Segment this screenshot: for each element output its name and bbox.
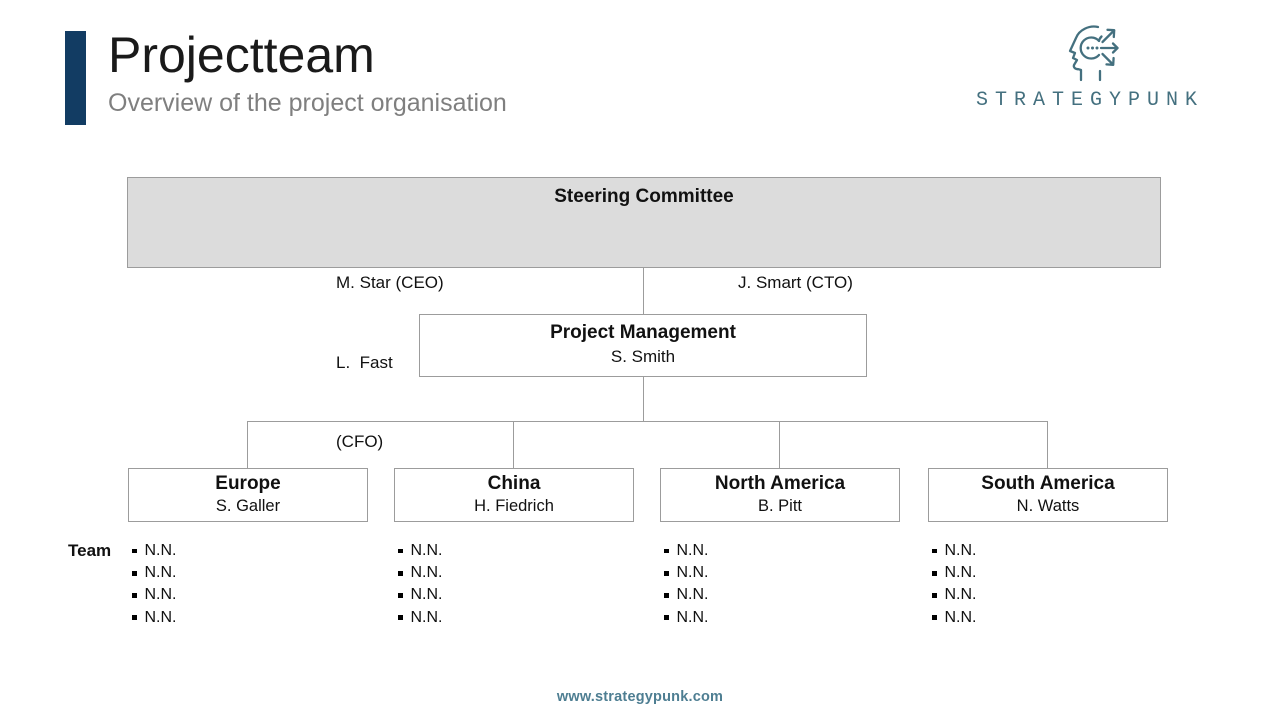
- team-member-name: N.N.: [144, 564, 177, 582]
- team-member-name: N.N.: [944, 542, 977, 560]
- team-member-name: N.N.: [676, 542, 709, 560]
- list-item: N.N.: [398, 540, 443, 562]
- bullet-icon: [932, 593, 937, 598]
- bullet-icon: [932, 571, 937, 576]
- region-box-europe: Europe S. Galler: [128, 468, 368, 522]
- list-item: N.N.: [664, 562, 709, 584]
- list-item: N.N.: [932, 607, 977, 629]
- team-member-name: N.N.: [410, 564, 443, 582]
- bullet-icon: [132, 615, 137, 620]
- member-name: (CFO): [336, 432, 384, 451]
- bullet-icon: [398, 615, 403, 620]
- region-title: North America: [714, 473, 846, 494]
- team-label: Team: [68, 541, 112, 560]
- list-item: N.N.: [132, 607, 177, 629]
- list-item: N.N.: [664, 540, 709, 562]
- project-management-lead: S. Smith: [610, 347, 676, 366]
- bullet-icon: [932, 548, 937, 554]
- bullet-icon: [664, 571, 669, 576]
- list-item: N.N.: [132, 540, 177, 562]
- region-box-south-america: South America N. Watts: [928, 468, 1168, 522]
- team-member-name: N.N.: [144, 586, 177, 604]
- region-title: China: [487, 473, 541, 494]
- bullet-icon: [132, 548, 137, 554]
- branch-horizontal-line: [247, 421, 1048, 422]
- team-member-name: N.N.: [944, 608, 977, 626]
- branch-stub-north-america: [779, 422, 780, 468]
- team-list-south-america: N.N. N.N. N.N. N.N.: [932, 540, 977, 629]
- bullet-icon: [398, 571, 403, 576]
- team-member-name: N.N.: [676, 608, 709, 626]
- bullet-icon: [398, 548, 403, 554]
- list-item: N.N.: [664, 607, 709, 629]
- region-lead: N. Watts: [1016, 497, 1080, 515]
- member-name: M. Star (CEO): [336, 273, 444, 292]
- team-member-name: N.N.: [410, 542, 443, 560]
- region-lead: S. Galler: [215, 497, 281, 515]
- team-member-name: N.N.: [676, 586, 709, 604]
- team-member-name: N.N.: [144, 542, 177, 560]
- bullet-icon: [932, 615, 937, 620]
- member-name: L. Fast: [336, 352, 393, 372]
- bullet-icon: [132, 593, 137, 598]
- branch-stub-china: [513, 422, 514, 468]
- steering-committee-box: Steering Committee M. Star (CEO) L. Fast…: [127, 177, 1161, 451]
- list-item: N.N.: [398, 562, 443, 584]
- connector-steering-to-pm: [643, 268, 644, 314]
- list-item: N.N.: [932, 562, 977, 584]
- bullet-icon: [132, 571, 137, 576]
- team-member-name: N.N.: [676, 564, 709, 582]
- region-box-china: China H. Fiedrich: [394, 468, 634, 522]
- bullet-icon: [398, 593, 403, 598]
- brand-wordmark: STRATEGYPUNK: [976, 89, 1205, 112]
- list-item: N.N.: [664, 584, 709, 606]
- page-title: Projectteam: [108, 27, 375, 83]
- team-member-name: N.N.: [410, 608, 443, 626]
- head-with-arrows-icon: [1058, 24, 1124, 89]
- region-title: Europe: [215, 473, 281, 494]
- team-list-china: N.N. N.N. N.N. N.N.: [398, 540, 443, 629]
- region-lead: B. Pitt: [757, 497, 802, 515]
- bullet-icon: [664, 593, 669, 598]
- region-title: South America: [981, 473, 1115, 494]
- steering-members-left: M. Star (CEO) L. Fast (CFO): [336, 217, 444, 509]
- team-member-name: N.N.: [144, 608, 177, 626]
- title-accent-bar: [65, 31, 86, 125]
- list-item: N.N.: [398, 607, 443, 629]
- team-list-north-america: N.N. N.N. N.N. N.N.: [664, 540, 709, 629]
- project-management-box: Project Management S. Smith: [419, 314, 867, 377]
- project-management-title: Project Management: [550, 322, 736, 343]
- member-name: J. Smart (CTO): [738, 273, 853, 292]
- list-item: N.N.: [932, 584, 977, 606]
- branch-stub-south-america: [1047, 422, 1048, 468]
- team-list-europe: N.N. N.N. N.N. N.N.: [132, 540, 177, 629]
- bullet-icon: [664, 615, 669, 620]
- region-box-north-america: North America B. Pitt: [660, 468, 900, 522]
- steering-committee-title: Steering Committee: [554, 186, 734, 207]
- bullet-icon: [664, 548, 669, 554]
- list-item: N.N.: [132, 562, 177, 584]
- team-member-name: N.N.: [944, 564, 977, 582]
- connector-pm-to-branch: [643, 377, 644, 422]
- team-member-name: N.N.: [944, 586, 977, 604]
- list-item: N.N.: [398, 584, 443, 606]
- branch-stub-europe: [247, 422, 248, 468]
- team-member-name: N.N.: [410, 586, 443, 604]
- list-item: N.N.: [932, 540, 977, 562]
- footer-url: www.strategypunk.com: [556, 689, 724, 705]
- list-item: N.N.: [132, 584, 177, 606]
- page-subtitle: Overview of the project organisation: [108, 89, 507, 117]
- region-lead: H. Fiedrich: [474, 497, 554, 515]
